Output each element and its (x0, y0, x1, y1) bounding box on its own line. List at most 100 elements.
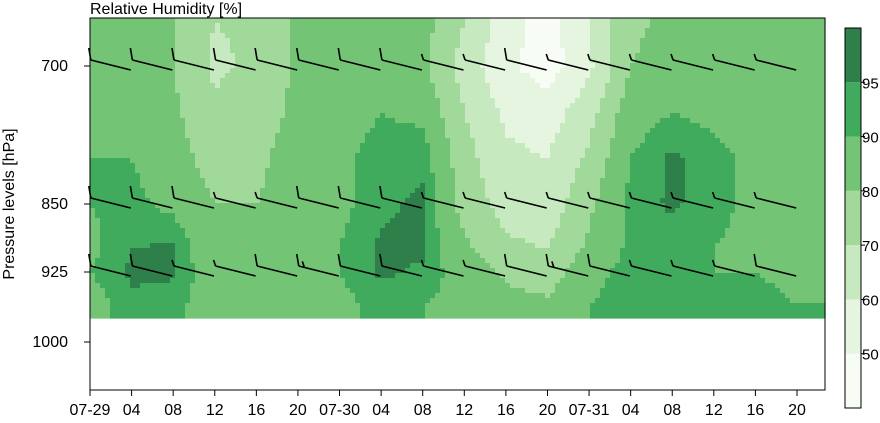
rh-field-cell (500, 133, 506, 139)
rh-field-cell (145, 103, 151, 109)
rh-field-cell (310, 58, 316, 64)
rh-field-cell (815, 183, 821, 189)
rh-field-cell (460, 43, 466, 49)
rh-field-cell (230, 173, 236, 179)
rh-field-cell (680, 18, 686, 24)
rh-field-cell (350, 58, 356, 64)
rh-field-cell (585, 133, 591, 139)
rh-field-cell (180, 43, 186, 49)
rh-field-cell (260, 168, 266, 174)
rh-field-cell (550, 113, 556, 119)
rh-field-cell (760, 73, 766, 79)
rh-field-cell (305, 173, 311, 179)
rh-field-cell (625, 158, 631, 164)
rh-field-cell (255, 33, 261, 39)
rh-field-cell (190, 108, 196, 114)
rh-field-cell (680, 28, 686, 34)
rh-field-cell (330, 33, 336, 39)
rh-field-cell (235, 163, 241, 169)
rh-field-cell (770, 63, 776, 69)
rh-field-cell (655, 113, 661, 119)
rh-field-cell (165, 28, 171, 34)
rh-field-cell (715, 143, 721, 149)
rh-field-cell (660, 123, 666, 129)
rh-field-cell (385, 103, 391, 109)
rh-field-cell (175, 118, 181, 124)
rh-field-cell (740, 63, 746, 69)
rh-field-cell (500, 83, 506, 89)
rh-field-cell (390, 133, 396, 139)
rh-field-cell (445, 173, 451, 179)
rh-field-cell (230, 128, 236, 134)
rh-field-cell (800, 128, 806, 134)
rh-field-cell (650, 88, 656, 94)
rh-field-cell (545, 133, 551, 139)
rh-field-cell (655, 133, 661, 139)
rh-field-cell (175, 48, 181, 54)
rh-field-cell (575, 103, 581, 109)
rh-field-cell (300, 98, 306, 104)
rh-field-cell (395, 148, 401, 154)
rh-field-cell (360, 83, 366, 89)
rh-field-cell (715, 18, 721, 24)
rh-field-cell (530, 128, 536, 134)
rh-field-cell (330, 58, 336, 64)
rh-field-cell (230, 108, 236, 114)
rh-field-cell (475, 43, 481, 49)
rh-field-cell (740, 143, 746, 149)
rh-field-cell (355, 123, 361, 129)
rh-field-cell (710, 108, 716, 114)
rh-field-cell (620, 123, 626, 129)
rh-field-cell (590, 38, 596, 44)
rh-field-cell (300, 123, 306, 129)
rh-field-cell (720, 18, 726, 24)
rh-field-cell (635, 33, 641, 39)
rh-field-cell (230, 148, 236, 154)
rh-field-cell (645, 28, 651, 34)
rh-field-cell (210, 83, 216, 89)
rh-field-cell (160, 183, 166, 189)
rh-field-cell (705, 168, 711, 174)
rh-field-cell (190, 153, 196, 159)
rh-field-cell (480, 113, 486, 119)
rh-field-cell (590, 178, 596, 184)
rh-field-cell (240, 133, 246, 139)
rh-field-cell (820, 58, 826, 64)
rh-field-cell (285, 58, 291, 64)
rh-field-cell (90, 38, 96, 44)
rh-field-cell (535, 98, 541, 104)
rh-field-cell (705, 68, 711, 74)
rh-field-cell (345, 143, 351, 149)
rh-field-cell (455, 23, 461, 29)
rh-field-cell (130, 108, 136, 114)
rh-field-cell (400, 33, 406, 39)
rh-field-cell (680, 23, 686, 29)
rh-field-cell (375, 168, 381, 174)
rh-field-cell (450, 78, 456, 84)
rh-field-cell (620, 148, 626, 154)
rh-field-cell (375, 18, 381, 24)
rh-field-cell (770, 118, 776, 124)
rh-field-cell (185, 108, 191, 114)
rh-field-cell (675, 153, 681, 159)
rh-field-cell (460, 123, 466, 129)
rh-field-cell (240, 183, 246, 189)
rh-field-cell (250, 53, 256, 59)
rh-field-cell (725, 33, 731, 39)
rh-field-cell (275, 43, 281, 49)
rh-field-cell (260, 128, 266, 134)
rh-field-cell (170, 93, 176, 99)
rh-field-cell (575, 68, 581, 74)
rh-field-cell (795, 23, 801, 29)
rh-field-cell (620, 118, 626, 124)
rh-field-cell (190, 78, 196, 84)
rh-field-cell (690, 133, 696, 139)
rh-field-cell (525, 148, 531, 154)
rh-field-cell (550, 143, 556, 149)
rh-field-cell (120, 43, 126, 49)
rh-field-cell (650, 103, 656, 109)
rh-field-cell (555, 163, 561, 169)
rh-field-cell (530, 33, 536, 39)
rh-field-cell (535, 148, 541, 154)
rh-field-cell (150, 173, 156, 179)
